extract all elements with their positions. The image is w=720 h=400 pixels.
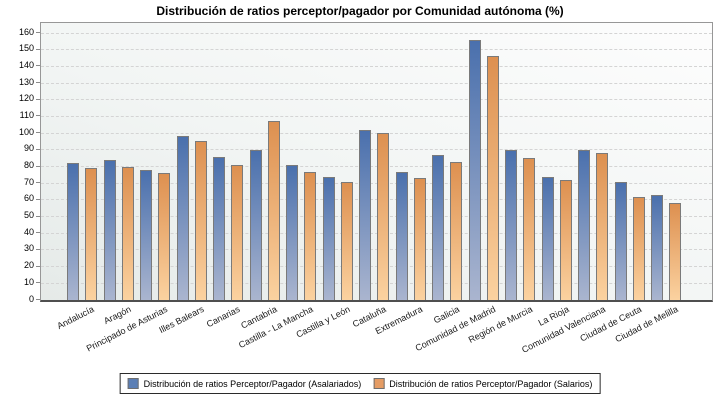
bar <box>523 158 536 300</box>
gridline <box>41 149 712 151</box>
bar <box>377 133 390 300</box>
bar <box>322 176 335 300</box>
bar <box>213 156 226 300</box>
bar <box>632 196 645 300</box>
y-axis-tick-label: 20 <box>23 260 34 271</box>
chart-title: Distribución de ratios perceptor/pagador… <box>156 4 564 18</box>
bar <box>614 181 627 300</box>
bar <box>340 181 353 300</box>
bar <box>596 153 609 300</box>
y-axis-tick <box>36 182 40 184</box>
bar <box>468 39 481 300</box>
bar <box>432 154 445 300</box>
y-axis-tick <box>36 132 40 134</box>
bar <box>304 171 317 300</box>
y-axis-tick-label: 150 <box>18 43 34 54</box>
legend-item-asalariados: Distribución de ratios Perceptor/Pagador… <box>127 378 362 389</box>
y-axis-tick-label: 80 <box>23 160 34 170</box>
bar <box>67 163 80 300</box>
gridline <box>41 266 712 268</box>
y-axis-tick <box>36 82 40 84</box>
y-axis-tick-label: 30 <box>23 243 34 254</box>
legend: Distribución de ratios Perceptor/Pagador… <box>119 373 601 394</box>
gridline <box>41 65 712 67</box>
gridline <box>41 99 712 101</box>
y-axis-tick <box>36 215 40 217</box>
gridline <box>41 282 712 284</box>
y-axis-tick-label: 40 <box>23 226 34 237</box>
y-axis-tick <box>36 48 40 50</box>
bar <box>194 141 207 300</box>
bar <box>267 121 280 300</box>
y-axis-tick-label: 140 <box>18 59 34 70</box>
gridline <box>41 82 712 84</box>
legend-label-asalariados: Distribución de ratios Perceptor/Pagador… <box>143 378 362 389</box>
bar <box>249 149 262 300</box>
gridline <box>41 49 712 51</box>
gridline <box>41 32 712 34</box>
y-axis-tick-label: 70 <box>23 176 34 187</box>
bar <box>158 173 171 300</box>
bar <box>413 178 426 300</box>
y-axis-tick-label: 60 <box>23 193 34 204</box>
bar <box>140 169 153 300</box>
y-axis-tick <box>36 265 40 267</box>
y-axis-tick-label: 160 <box>18 26 34 37</box>
y-axis-tick-label: 0 <box>28 293 34 304</box>
y-axis-tick <box>36 98 40 100</box>
y-axis-tick <box>36 165 40 167</box>
bar <box>176 136 189 300</box>
bar <box>669 203 682 300</box>
bar <box>85 168 98 300</box>
y-axis-tick-label: 110 <box>19 109 34 120</box>
gridline <box>41 182 712 184</box>
bar <box>450 161 463 300</box>
y-axis-tick <box>36 198 40 200</box>
legend-item-salarios: Distribución de ratios Perceptor/Pagador… <box>373 378 592 389</box>
bar <box>121 166 134 300</box>
y-axis-tick <box>36 148 40 150</box>
gridline <box>41 199 712 201</box>
x-axis-tick-label: Canarias <box>205 304 242 330</box>
gridline <box>41 132 712 134</box>
bar <box>286 164 299 300</box>
bar <box>231 164 244 300</box>
y-axis-tick-label: 100 <box>18 126 34 137</box>
gridline <box>41 166 712 167</box>
gridline <box>41 216 712 218</box>
bar <box>103 159 116 300</box>
bar <box>395 171 408 300</box>
legend-label-salarios: Distribución de ratios Perceptor/Pagador… <box>389 378 593 389</box>
bar <box>486 56 499 300</box>
gridline <box>41 232 712 234</box>
y-axis-tick-label: 50 <box>23 210 34 221</box>
bar <box>578 149 591 300</box>
plot-area <box>36 22 713 302</box>
y-axis-tick <box>36 115 40 117</box>
gridline <box>41 249 712 251</box>
legend-swatch-salarios <box>373 378 385 389</box>
y-axis-tick <box>36 248 40 250</box>
x-axis-tick-label: Región de Murcia <box>466 304 534 345</box>
x-axis-tick-label: Andalucía <box>55 304 96 332</box>
bar <box>651 194 664 300</box>
bar <box>359 129 372 300</box>
y-axis-tick <box>36 299 40 300</box>
y-axis-tick <box>36 32 40 33</box>
bar <box>541 176 554 300</box>
y-axis-tick-label: 120 <box>18 93 34 104</box>
y-axis-tick-label: 10 <box>23 276 34 287</box>
y-axis-tick-label: 130 <box>18 76 34 87</box>
bar <box>559 179 572 300</box>
gridline <box>41 115 712 117</box>
y-axis-tick <box>36 282 40 284</box>
y-axis-tick <box>36 232 40 234</box>
x-axis-tick-label: Ciudad de Melilla <box>613 304 680 345</box>
bar <box>505 149 518 300</box>
y-axis-tick-label: 90 <box>23 143 34 154</box>
legend-swatch-asalariados <box>127 378 139 389</box>
y-axis-tick <box>36 65 40 67</box>
